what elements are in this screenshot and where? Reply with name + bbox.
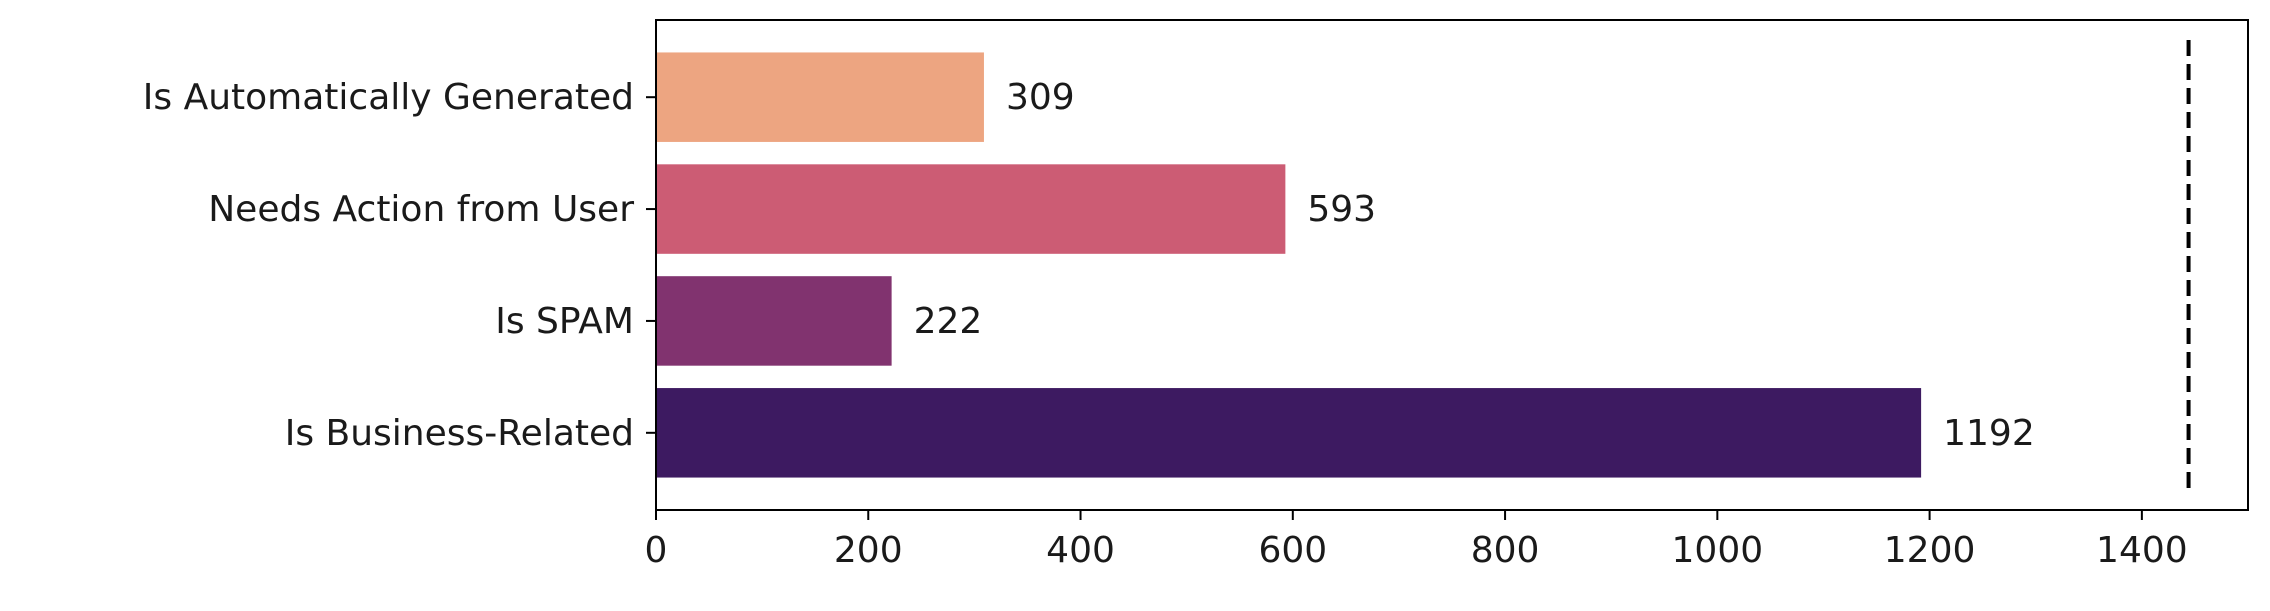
x-tick-label: 400 xyxy=(1046,530,1115,571)
value-label: 1192 xyxy=(1943,413,2035,454)
plot-frame xyxy=(655,19,2249,511)
x-tick-label: 200 xyxy=(834,530,903,571)
x-tick-label: 600 xyxy=(1258,530,1327,571)
x-tick-label: 1400 xyxy=(2096,530,2188,571)
y-tick-label: Is Business-Related xyxy=(285,413,634,454)
x-tick-label: 0 xyxy=(645,530,668,571)
x-tick-label: 1200 xyxy=(1884,530,1976,571)
y-tick-label: Is Automatically Generated xyxy=(143,77,634,118)
bar xyxy=(656,276,892,366)
y-tick-label: Is SPAM xyxy=(495,301,634,342)
x-tick-label: 1000 xyxy=(1672,530,1764,571)
x-tick-label: 800 xyxy=(1471,530,1540,571)
bar xyxy=(656,52,984,142)
bar xyxy=(656,388,1922,478)
bar xyxy=(656,164,1286,254)
y-tick-label: Needs Action from User xyxy=(208,189,634,230)
value-label: 309 xyxy=(1006,77,1075,118)
value-label: 593 xyxy=(1307,189,1376,230)
value-label: 222 xyxy=(914,301,983,342)
